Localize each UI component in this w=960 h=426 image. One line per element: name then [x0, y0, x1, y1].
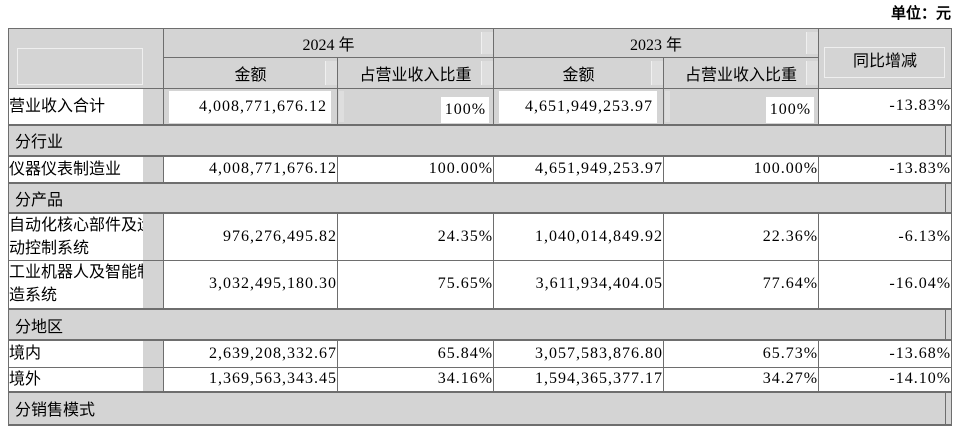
ratio-2023-cell: 100%	[663, 88, 820, 125]
section-row: 分产品	[7, 181, 953, 214]
yoy-cell: -13.83%	[818, 88, 953, 125]
unit-label: 单位：元	[890, 6, 951, 22]
row-label-cell: 境外	[8, 366, 164, 392]
yoy-header: 同比增减	[818, 28, 953, 89]
section-label-cell: 分地区	[7, 308, 953, 341]
row-label: 仪器仪表制造业	[9, 160, 122, 178]
amount-2024-cell: 3,032,495,180.30	[163, 259, 338, 310]
section-divider	[945, 184, 947, 211]
corner-inner-box	[17, 48, 143, 85]
ratio-2024-cell: 24.35%	[336, 212, 495, 261]
year-2024-header: 2024 年	[162, 28, 495, 58]
row-label-cell: 境内	[8, 339, 164, 368]
amount-2023-cell: 4,651,949,253.97	[493, 155, 665, 183]
year-2023-header: 2023 年	[493, 28, 820, 58]
label-gray-strip	[143, 89, 163, 124]
yoy-cell: -13.83%	[818, 155, 953, 183]
amount-2024-cell: 4,008,771,676.12	[163, 155, 338, 183]
amount-2023-cell: 3,057,583,876.80	[493, 339, 665, 368]
ratio-2024-cell: 65.84%	[336, 339, 495, 368]
ratio-2024-header: 占营业收入比重	[336, 57, 495, 89]
yoy-inner-box	[824, 47, 946, 78]
section-row: 分行业	[7, 123, 953, 157]
highlight-patch: 100%	[441, 97, 490, 123]
section-label: 分行业	[15, 134, 64, 151]
row-label-cell: 自动化核心部件及运动控制系统	[8, 212, 164, 261]
section-label: 分地区	[15, 318, 64, 336]
section-row: 分销售模式	[7, 390, 953, 426]
label-gray-strip	[143, 156, 163, 182]
yoy-cell: -16.04%	[818, 259, 953, 310]
section-row: 分地区	[7, 308, 953, 341]
amount-2024-cell: 976,276,495.82	[163, 212, 338, 261]
section-divider	[945, 393, 947, 423]
amount-2023-cell: 4,651,949,253.97	[493, 88, 665, 125]
ratio-2023-cell: 100.00%	[663, 155, 820, 183]
label-gray-strip	[143, 261, 163, 308]
amount-2024-header: 金额	[163, 57, 338, 89]
amount-2023-cell: 1,594,365,377.17	[493, 366, 665, 392]
label-gray-strip	[143, 341, 163, 366]
row-label-cell: 仪器仪表制造业	[8, 155, 164, 183]
row-label: 自动化核心部件及运动控制系统	[9, 216, 154, 257]
ratio-2024-cell: 75.65%	[336, 259, 495, 310]
row-label: 境外	[9, 370, 42, 388]
highlight-patch: 4,651,949,253.97	[499, 91, 658, 123]
amount-2023-cell: 3,611,934,404.05	[493, 259, 665, 310]
ratio-2024-cell: 34.16%	[336, 366, 495, 392]
section-divider	[945, 311, 947, 338]
table-row: 工业机器人及智能制造系统 3,032,495,180.30 75.65% 3,611,…	[8, 259, 953, 310]
label-gray-strip	[143, 213, 163, 260]
ratio-2023-cell: 22.36%	[663, 212, 820, 261]
amount-2023-header: 金额	[493, 57, 665, 89]
yoy-cell: -13.68%	[818, 339, 953, 368]
section-label: 分销售模式	[15, 402, 96, 419]
table-row: 境外 1,369,563,343.45 34.16% 1,594,365,377.17…	[8, 366, 953, 392]
row-label: 境内	[9, 345, 42, 363]
row-label-cell: 工业机器人及智能制造系统	[8, 259, 164, 310]
amount-2024-cell: 2,639,208,332.67	[163, 339, 338, 368]
section-label: 分产品	[15, 191, 64, 209]
ratio-2023-cell: 77.64%	[663, 259, 820, 310]
row-label: 工业机器人及智能制造系统	[9, 264, 154, 305]
amount-2023-cell: 1,040,014,849.92	[493, 212, 665, 261]
section-label-cell: 分行业	[7, 123, 953, 157]
highlight-patch: 100%	[766, 97, 815, 123]
highlight-patch: 4,008,771,676.12	[169, 91, 331, 123]
row-label: 营业收入合计	[9, 97, 106, 115]
yoy-header-label: 同比增减	[853, 52, 918, 70]
ratio-2024-cell: 100%	[336, 88, 495, 125]
yoy-cell: -6.13%	[818, 212, 953, 261]
amount-2024-cell: 1,369,563,343.45	[163, 366, 338, 392]
table-row: 自动化核心部件及运动控制系统 976,276,495.82 24.35% 1,040,…	[8, 212, 953, 261]
section-divider	[945, 126, 947, 154]
ratio-2023-cell: 65.73%	[663, 339, 820, 368]
section-label-cell: 分产品	[7, 181, 953, 214]
table-row: 境内 2,639,208,332.67 65.84% 3,057,583,876.80…	[8, 339, 953, 368]
section-label-cell: 分销售模式	[7, 390, 953, 426]
ratio-2023-cell: 34.27%	[663, 366, 820, 392]
amount-2024-cell: 4,008,771,676.12	[163, 88, 338, 125]
revenue-breakdown-table: 2024 年 2023 年 同比增减 金额 占营业收入比重 金额 占营业收入比重…	[7, 28, 953, 426]
label-gray-strip	[143, 367, 163, 391]
row-label-cell: 营业收入合计	[8, 88, 164, 125]
ratio-2023-header: 占营业收入比重	[663, 57, 820, 89]
yoy-cell: -14.10%	[818, 366, 953, 392]
table-row: 仪器仪表制造业 4,008,771,676.12 100.00% 4,651,949,…	[8, 155, 953, 183]
table-row: 营业收入合计 4,008,771,676.12 100% 4,651,949,253.…	[8, 88, 953, 125]
corner-cell	[8, 28, 164, 89]
ratio-2024-cell: 100.00%	[336, 155, 495, 183]
